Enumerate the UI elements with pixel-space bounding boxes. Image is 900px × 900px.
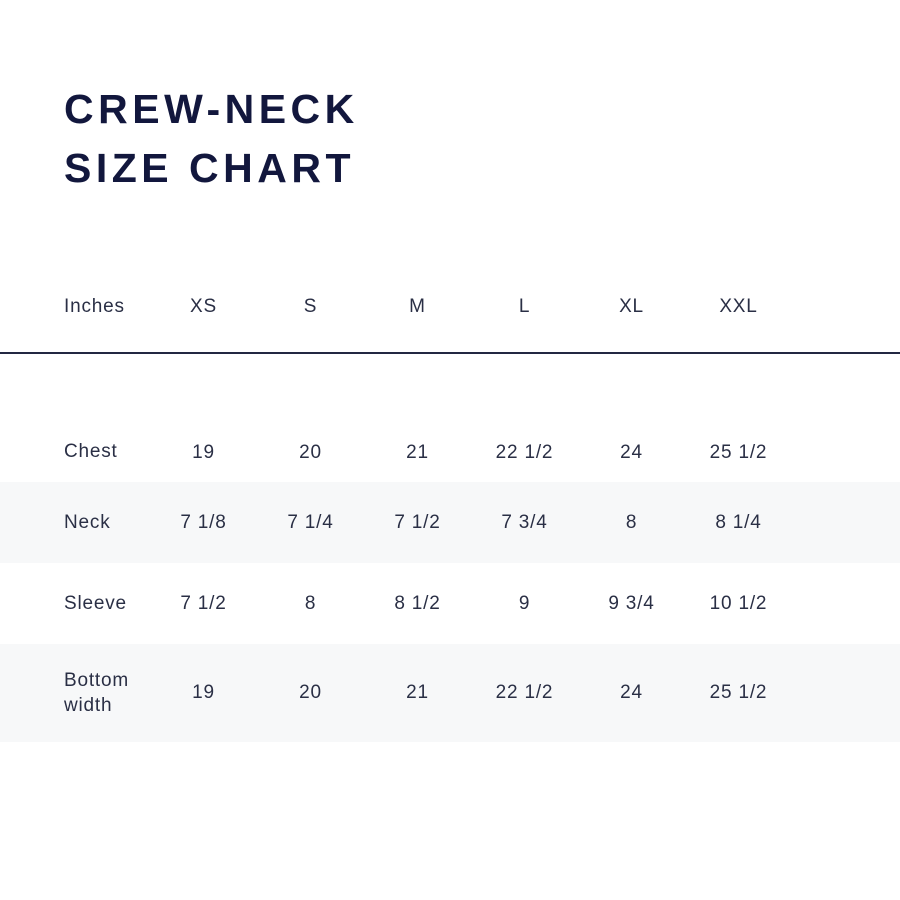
table-row: Neck 7 1/8 7 1/4 7 1/2 7 3/4 8 8 1/4 (0, 482, 900, 563)
page-title-line-1: CREW-NECK (64, 86, 359, 132)
cell-neck-l: 7 3/4 (501, 511, 548, 533)
table-row: Bottom width 19 20 21 22 1/2 24 25 1/2 (0, 644, 900, 742)
cell-chest-xs: 19 (192, 442, 215, 463)
cell-bottom-width-xs: 19 (192, 682, 215, 703)
cell-neck-s: 7 1/4 (287, 511, 334, 533)
table-row: Sleeve 7 1/2 8 8 1/2 9 9 3/4 10 1/2 (0, 563, 900, 644)
table-header: Inches XS S M L XL XXL (0, 262, 900, 353)
cell-spacer (792, 644, 900, 742)
column-header-xs: XS (190, 296, 217, 317)
column-header-xl: XL (619, 296, 644, 317)
cell-neck-xxl: 8 1/4 (715, 511, 762, 533)
cell-spacer (792, 563, 900, 644)
column-header-spacer (792, 262, 900, 353)
cell-sleeve-m: 8 1/2 (394, 592, 441, 614)
cell-sleeve-xxl: 10 1/2 (709, 592, 768, 614)
column-header-m: M (409, 296, 426, 317)
cell-neck-m: 7 1/2 (394, 511, 441, 533)
table-header-row: Inches XS S M L XL XXL (0, 262, 900, 353)
cell-spacer (792, 353, 900, 482)
cell-bottom-width-m: 21 (406, 682, 429, 703)
row-label-bottom-width: Bottom width (0, 644, 150, 742)
cell-bottom-width-s: 20 (299, 682, 322, 703)
table-body: Chest 19 20 21 22 1/2 24 25 1/2 Neck 7 1… (0, 353, 900, 742)
cell-sleeve-s: 8 (304, 592, 317, 614)
cell-sleeve-xs: 7 1/2 (180, 592, 227, 614)
column-header-l: L (518, 296, 531, 317)
page-title: CREW-NECK SIZE CHART (64, 80, 764, 198)
cell-chest-xl: 24 (620, 442, 643, 463)
row-label-sleeve: Sleeve (64, 593, 127, 614)
cell-bottom-width-xxl: 25 1/2 (709, 682, 768, 703)
cell-neck-xl: 8 (625, 511, 638, 533)
row-label-bottom-width-line-2: width (64, 695, 113, 716)
cell-bottom-width-l: 22 1/2 (495, 682, 554, 703)
cell-neck-xs: 7 1/8 (180, 511, 227, 533)
size-chart-table: Inches XS S M L XL XXL Chest 19 20 21 22… (0, 262, 900, 742)
column-header-s: S (303, 296, 318, 317)
cell-chest-xxl: 25 1/2 (709, 442, 768, 463)
cell-chest-l: 22 1/2 (495, 442, 554, 463)
page-title-line-2: SIZE CHART (64, 145, 355, 191)
cell-sleeve-l: 9 (518, 592, 531, 614)
cell-bottom-width-xl: 24 (620, 682, 643, 703)
row-label-neck: Neck (64, 512, 111, 533)
row-label-bottom-width-line-1: Bottom (64, 670, 129, 691)
column-header-xxl: XXL (719, 296, 758, 317)
column-header-unit: Inches (64, 296, 125, 317)
cell-chest-s: 20 (299, 442, 322, 463)
cell-spacer (792, 482, 900, 563)
cell-chest-m: 21 (406, 442, 429, 463)
table-row: Chest 19 20 21 22 1/2 24 25 1/2 (0, 353, 900, 482)
cell-sleeve-xl: 9 3/4 (608, 592, 655, 614)
row-label-chest: Chest (64, 441, 118, 462)
